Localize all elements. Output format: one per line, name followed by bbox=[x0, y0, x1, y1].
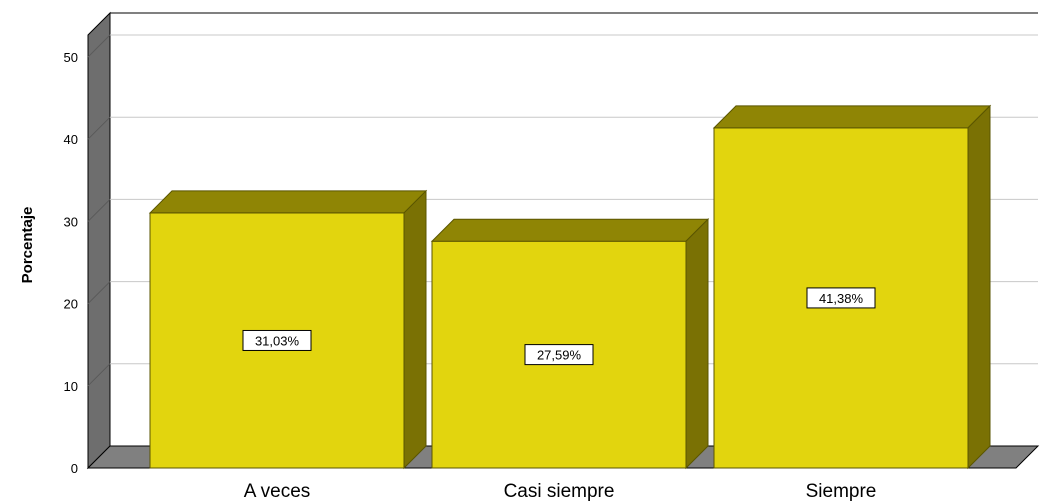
data-label-text: 27,59% bbox=[537, 348, 582, 363]
wall-grid-diagonal bbox=[87, 116, 111, 140]
y-tick-label: 50 bbox=[64, 50, 78, 65]
wall-grid-diagonal bbox=[87, 363, 111, 387]
x-tick-label: Casi siempre bbox=[504, 481, 615, 501]
data-label-text: 41,38% bbox=[819, 291, 864, 306]
data-labels: 31,03% 27,59% 41,38% bbox=[242, 287, 876, 366]
bar-side bbox=[685, 218, 709, 470]
data-label-box bbox=[524, 344, 594, 366]
bars bbox=[148, 104, 992, 470]
bar-top bbox=[148, 190, 428, 214]
y-tick-label: 40 bbox=[64, 132, 78, 147]
data-label-text: 31,03% bbox=[255, 333, 300, 348]
bar-side bbox=[403, 189, 427, 470]
y-axis-title: Porcentaje bbox=[19, 207, 36, 284]
data-label: 31,03% bbox=[242, 329, 312, 351]
x-tick-label: A veces bbox=[244, 481, 311, 501]
bar-side bbox=[967, 104, 991, 470]
wall-grid-diagonal bbox=[87, 199, 111, 222]
y-tick-label: 0 bbox=[71, 461, 78, 476]
bar bbox=[430, 218, 710, 470]
bar-top bbox=[712, 105, 992, 129]
data-label-box bbox=[242, 329, 312, 351]
y-tick-label: 30 bbox=[64, 214, 78, 229]
bar-top bbox=[430, 218, 710, 242]
y-axis-ticks: 0 10 20 30 40 50 bbox=[64, 50, 78, 476]
x-axis-ticks: A veces Casi siempre Siempre bbox=[244, 481, 877, 501]
bar bbox=[148, 189, 428, 470]
left-wall bbox=[87, 11, 111, 470]
bar bbox=[712, 104, 992, 470]
data-label: 27,59% bbox=[524, 344, 594, 366]
x-tick-label: Siempre bbox=[806, 481, 877, 501]
wall-grid-diagonal bbox=[87, 281, 111, 304]
data-label: 41,38% bbox=[806, 287, 876, 309]
y-tick-label: 10 bbox=[64, 379, 78, 394]
data-label-box bbox=[806, 287, 876, 309]
y-tick-label: 20 bbox=[64, 297, 78, 312]
wall-grid-diagonal bbox=[87, 34, 111, 58]
